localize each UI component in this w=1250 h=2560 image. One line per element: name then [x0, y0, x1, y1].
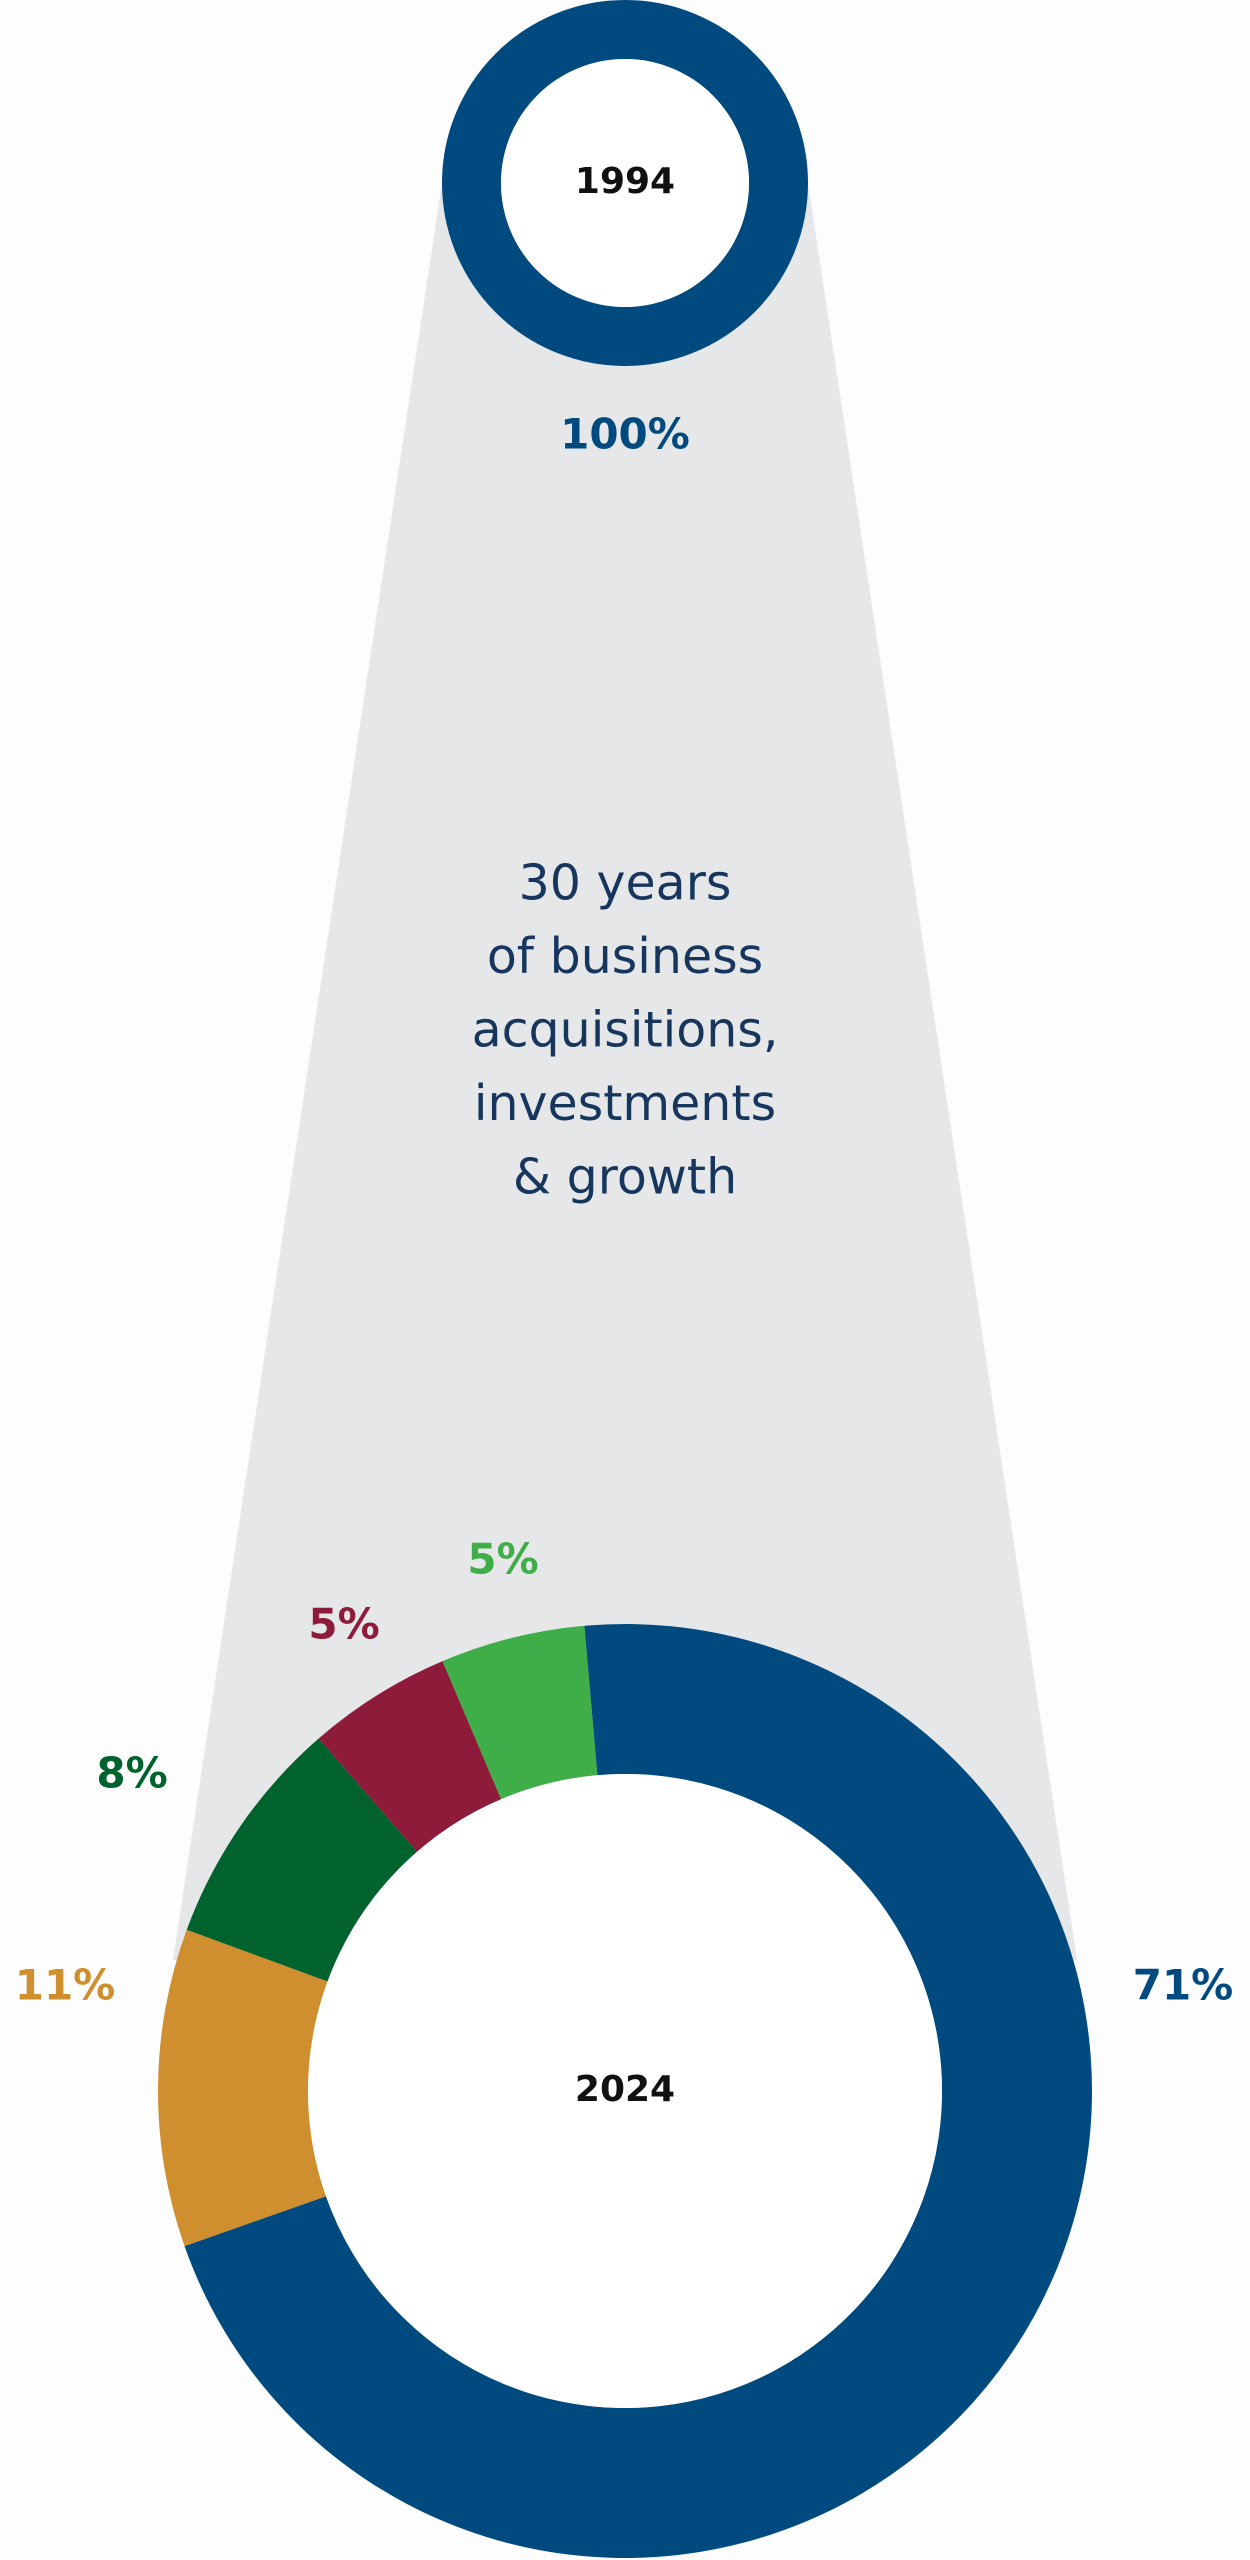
caption: 30 years of business acquisitions, investme… — [472, 855, 779, 1206]
value-label: 8% — [96, 1749, 167, 1798]
caption-line: & growth — [513, 1149, 737, 1206]
caption-line: of business — [487, 928, 763, 985]
caption-line: investments — [474, 1075, 776, 1132]
caption-line: acquisitions, — [472, 1002, 779, 1059]
donut-segment — [158, 1929, 328, 2247]
center-label: 2024 — [575, 2069, 675, 2110]
value-label: 11% — [15, 1961, 116, 2010]
value-label: 5% — [308, 1600, 379, 1649]
center-label: 1994 — [575, 161, 675, 202]
value-label: 100% — [560, 410, 690, 459]
donut-segment — [442, 0, 808, 366]
funnel — [173, 183, 1077, 1960]
donut-segment — [186, 1738, 418, 1982]
donut-segment — [318, 1661, 502, 1852]
donut-segment — [442, 1625, 598, 1800]
value-label: 71% — [1133, 1961, 1234, 2010]
donut-segment — [184, 1624, 1092, 2558]
donut-hole — [308, 1774, 942, 2408]
caption-line: 30 years — [519, 855, 732, 912]
donut-hole — [501, 59, 749, 307]
value-label: 5% — [467, 1535, 538, 1584]
